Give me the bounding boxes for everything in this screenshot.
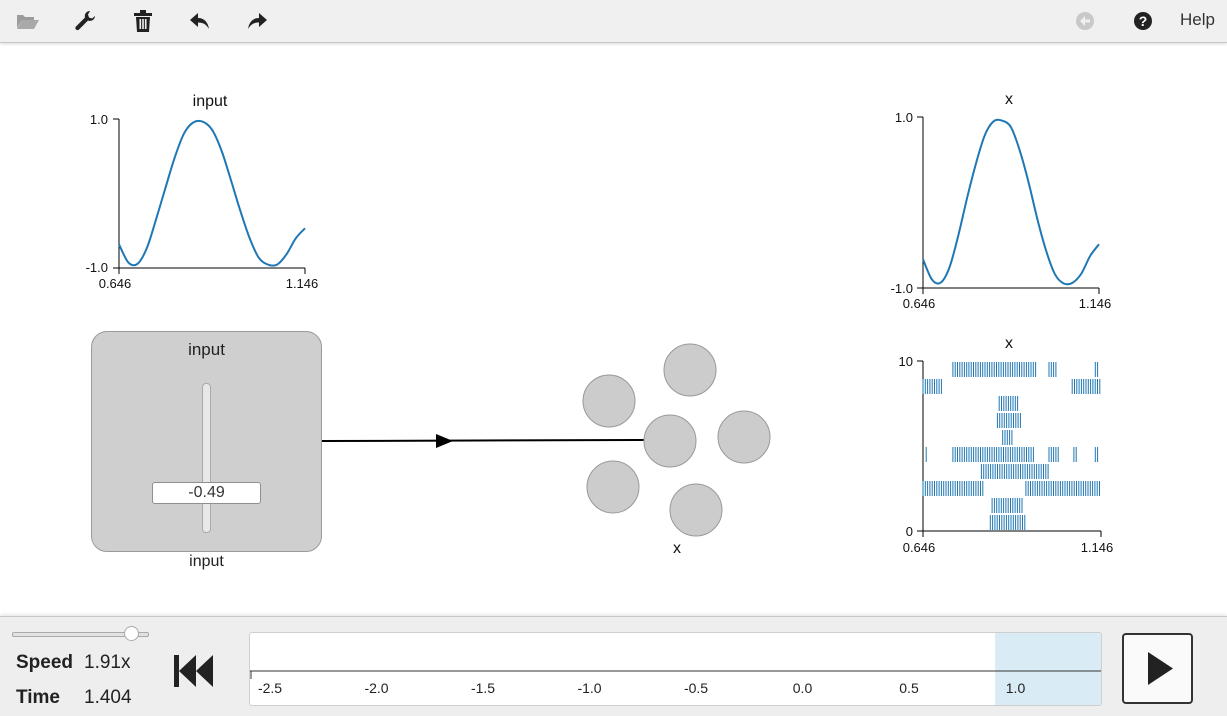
time-readout: Time 1.404: [16, 687, 132, 709]
x-min-label: 0.646: [99, 276, 132, 291]
undo-icon: [190, 13, 209, 29]
toolbar: ? Help: [0, 0, 1227, 43]
circle-arrow-left-icon: [1076, 12, 1094, 30]
timeline-tick-label: 0.0: [793, 680, 813, 696]
x-min-label: 0.646: [903, 540, 936, 555]
speed-readout: Speed 1.91x: [16, 652, 130, 674]
speed-slider-track[interactable]: [12, 632, 149, 637]
connection-input-to-x[interactable]: [321, 434, 648, 448]
y-max-label: 10: [899, 354, 913, 369]
slider-title: input: [188, 340, 225, 359]
delete-button[interactable]: [130, 8, 156, 34]
neuron: [669, 483, 723, 537]
timeline-ticks: -2.5 -2.0 -1.5 -1.0 -0.5 0.0 0.5 1.0: [258, 680, 1026, 696]
x-max-label: 1.146: [1079, 296, 1112, 311]
speed-label: Speed: [16, 652, 74, 673]
y-min-label: -1.0: [891, 281, 913, 296]
connection-arrowhead: [436, 434, 453, 448]
play-icon: [1148, 652, 1173, 685]
y-min-label: 0: [906, 524, 913, 539]
input-value-plot[interactable]: input 1.0 -1.0 0.646 1.146: [86, 93, 319, 291]
ensemble-x[interactable]: x: [582, 343, 771, 557]
timeline-tick-label: -2.5: [258, 680, 282, 696]
timeline-tick-label: 1.0: [1006, 680, 1026, 696]
question-circle-icon: ?: [1134, 12, 1152, 30]
help-link[interactable]: Help: [1180, 10, 1215, 29]
slider-value-field[interactable]: [152, 482, 261, 504]
play-button[interactable]: [1122, 633, 1193, 704]
y-max-label: 1.0: [90, 112, 108, 127]
neuron: [717, 410, 771, 464]
input-slider-node[interactable]: input: [91, 331, 322, 552]
timeline-tick-label: -2.0: [364, 680, 388, 696]
slider-node-label: input: [189, 553, 224, 570]
folder-open-icon: [17, 15, 39, 29]
timeline-tick-label: -0.5: [684, 680, 708, 696]
ensemble-label: x: [673, 540, 681, 557]
timeline-tick-label: 0.5: [899, 680, 919, 696]
y-max-label: 1.0: [895, 110, 913, 125]
plot-title: input: [193, 93, 228, 110]
neuron: [643, 414, 697, 468]
help-icon-button[interactable]: ?: [1130, 8, 1156, 34]
x-max-label: 1.146: [1081, 540, 1114, 555]
svg-text:?: ?: [1139, 13, 1148, 29]
connection-line: [321, 439, 648, 442]
settings-button[interactable]: [72, 8, 98, 34]
input-series-line: [118, 119, 306, 267]
speed-slider-thumb[interactable]: [123, 626, 139, 641]
trash-icon: [134, 10, 152, 32]
rewind-icon: [174, 655, 213, 687]
y-min-label: -1.0: [86, 260, 108, 275]
neuron: [663, 343, 717, 397]
x-series-line: [922, 118, 1100, 286]
open-button[interactable]: [15, 8, 41, 34]
spike-marks: [922, 362, 1101, 530]
redo-icon: [248, 13, 267, 29]
neuron: [586, 460, 640, 514]
x-value-plot[interactable]: x 1.0 -1.0 0.646 1.146: [891, 91, 1112, 311]
time-value: 1.404: [84, 687, 132, 708]
neuron: [582, 374, 636, 428]
timeline-tick-label: -1.5: [471, 680, 495, 696]
plot-title: x: [1005, 335, 1013, 352]
time-label: Time: [16, 687, 61, 708]
timeline-tick-label: -1.0: [577, 680, 601, 696]
x-min-label: 0.646: [903, 296, 936, 311]
x-spike-raster-plot[interactable]: x 10 0 0.646 1.146: [899, 335, 1114, 555]
back-button[interactable]: [1072, 8, 1098, 34]
network-canvas[interactable]: input 1.0 -1.0 0.646 1.146 x 1.0 -1.0 0.…: [0, 43, 1227, 616]
slider-track[interactable]: [202, 383, 211, 533]
wrench-icon: [75, 10, 95, 31]
redo-button[interactable]: [244, 8, 270, 34]
undo-button[interactable]: [187, 8, 213, 34]
speed-value: 1.91x: [84, 652, 131, 673]
timeline[interactable]: -2.5 -2.0 -1.5 -1.0 -0.5 0.0 0.5 1.0: [249, 632, 1102, 706]
reset-button[interactable]: [172, 653, 214, 689]
timeline-window[interactable]: [995, 633, 1101, 705]
plot-title: x: [1005, 91, 1013, 108]
x-max-label: 1.146: [286, 276, 319, 291]
sim-control-bar: Speed 1.91x Time 1.404 -2.5 -2.0 -1.5 -1.0-…: [0, 616, 1227, 716]
